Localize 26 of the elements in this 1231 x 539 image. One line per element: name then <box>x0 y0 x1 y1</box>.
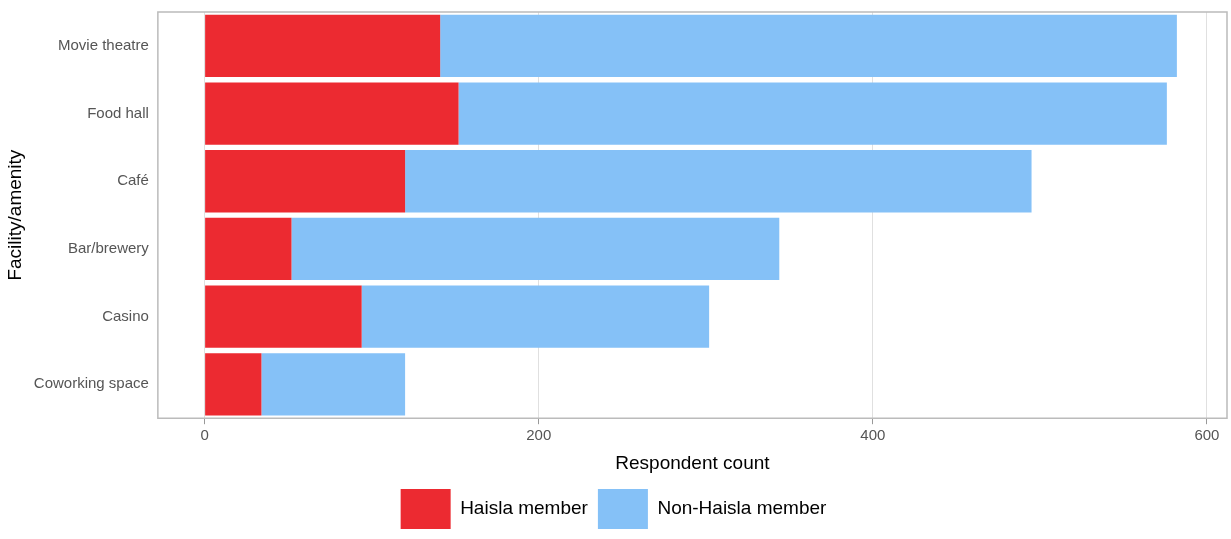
x-tick-label: 400 <box>860 426 886 444</box>
bar <box>361 285 710 348</box>
x-tick-label: 200 <box>526 426 552 444</box>
x-axis-title: Respondent count <box>615 451 771 473</box>
y-axis-title: Facility/amenity <box>3 149 25 281</box>
bar <box>458 82 1167 145</box>
bar <box>205 285 362 348</box>
y-tick-label: Food hall <box>87 103 149 121</box>
bar <box>440 14 1177 77</box>
y-tick-label: Casino <box>102 306 149 324</box>
bar <box>205 82 459 145</box>
bar <box>205 217 292 281</box>
bar <box>405 150 1032 213</box>
bar <box>205 14 441 77</box>
legend-label: Haisla member <box>460 497 589 519</box>
x-tick-label: 600 <box>1194 426 1220 444</box>
bar <box>261 353 406 416</box>
y-tick-label: Café <box>117 171 149 189</box>
bar <box>291 217 780 281</box>
bar <box>205 150 406 213</box>
y-tick-label: Movie theatre <box>57 35 149 53</box>
x-tick-label: 0 <box>200 426 209 444</box>
y-tick-label: Coworking space <box>33 374 149 392</box>
y-tick-label: Bar/brewery <box>68 239 150 257</box>
bar <box>205 353 262 416</box>
legend-label: Non-Haisla member <box>657 497 828 519</box>
